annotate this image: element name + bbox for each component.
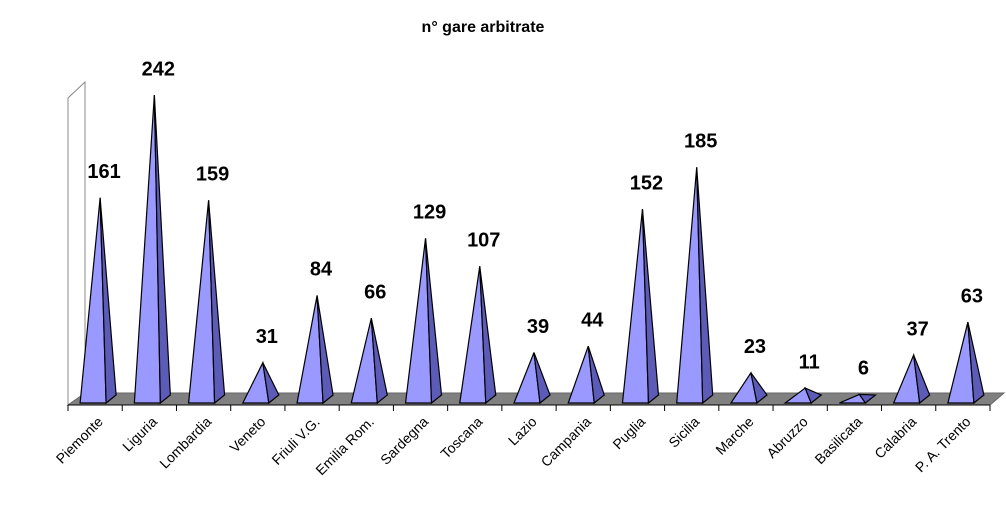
pyramid bbox=[621, 209, 660, 405]
pyramid-side bbox=[804, 386, 823, 404]
pyramid-side bbox=[370, 318, 388, 405]
value-label: 63 bbox=[961, 285, 983, 307]
pyramid bbox=[892, 352, 931, 405]
pyramid-side bbox=[587, 345, 605, 405]
pyramid bbox=[79, 197, 117, 405]
x-tick-label: Lazio bbox=[505, 413, 540, 448]
pyramid bbox=[404, 238, 443, 405]
pyramid bbox=[513, 352, 551, 405]
pyramid-side bbox=[858, 393, 878, 404]
value-label: 44 bbox=[581, 309, 604, 331]
x-tick-label: Sicilia bbox=[665, 413, 702, 450]
value-label: 129 bbox=[413, 202, 446, 224]
value-label: 6 bbox=[858, 358, 869, 380]
x-tick-label: Friuli V.G. bbox=[268, 413, 322, 467]
pyramid-side bbox=[750, 372, 768, 405]
x-tick-label: Marche bbox=[712, 413, 756, 457]
x-tick-label: Basilicata bbox=[811, 413, 865, 467]
pyramid bbox=[839, 393, 878, 404]
pyramid-side bbox=[641, 209, 660, 405]
value-label: 11 bbox=[799, 351, 820, 373]
pyramid-side bbox=[424, 238, 443, 405]
pyramid bbox=[133, 94, 171, 405]
value-label: 23 bbox=[744, 336, 766, 358]
pyramid bbox=[783, 386, 823, 404]
pyramid bbox=[676, 167, 714, 405]
x-tick-label: Emilia Rom. bbox=[312, 413, 377, 478]
pyramid bbox=[350, 318, 388, 405]
x-tick-label: Liguria bbox=[119, 413, 160, 454]
value-label: 66 bbox=[364, 282, 386, 304]
back-wall bbox=[67, 80, 86, 405]
pyramid bbox=[241, 360, 280, 405]
value-label: 161 bbox=[87, 161, 120, 183]
x-tick-label: Sardegna bbox=[377, 413, 431, 467]
x-tick-label: Piemonte bbox=[53, 413, 106, 466]
x-tick-label: Abruzzo bbox=[763, 413, 811, 461]
pyramid-side bbox=[99, 197, 117, 405]
pyramid-side bbox=[967, 321, 985, 405]
x-tick-label: P. A. Trento bbox=[912, 413, 974, 475]
value-label: 39 bbox=[527, 316, 549, 338]
chart-title: n° gare arbitrate bbox=[422, 19, 545, 36]
value-label: 159 bbox=[196, 164, 229, 186]
pyramid-side bbox=[913, 354, 931, 405]
x-tick-label: Calabria bbox=[871, 413, 919, 461]
value-label: 242 bbox=[142, 58, 175, 80]
x-tick-label: Veneto bbox=[226, 413, 268, 455]
value-label: 152 bbox=[630, 172, 663, 194]
x-tick-label: Campania bbox=[538, 413, 595, 470]
pyramid-side bbox=[207, 200, 226, 405]
value-label: 107 bbox=[467, 230, 500, 252]
value-label: 31 bbox=[256, 326, 278, 348]
pyramid-side bbox=[316, 295, 334, 405]
pyramid bbox=[567, 345, 605, 405]
value-label: 84 bbox=[310, 259, 333, 281]
x-tick-label: Toscana bbox=[437, 413, 485, 461]
pyramid bbox=[187, 200, 226, 405]
value-label: 185 bbox=[684, 131, 717, 153]
pyramid-side bbox=[696, 167, 714, 405]
x-tick-label: Puglia bbox=[609, 413, 648, 452]
pyramid-side bbox=[533, 352, 551, 405]
pyramid-side bbox=[479, 266, 497, 405]
pyramid bbox=[947, 321, 985, 405]
pyramid bbox=[296, 295, 334, 405]
pyramid bbox=[459, 266, 497, 405]
value-label: 37 bbox=[907, 318, 929, 340]
pyramid bbox=[729, 371, 768, 405]
pyramid-side bbox=[153, 94, 171, 405]
pyramid-side bbox=[262, 362, 280, 405]
x-tick-label: Lombardia bbox=[156, 413, 214, 471]
